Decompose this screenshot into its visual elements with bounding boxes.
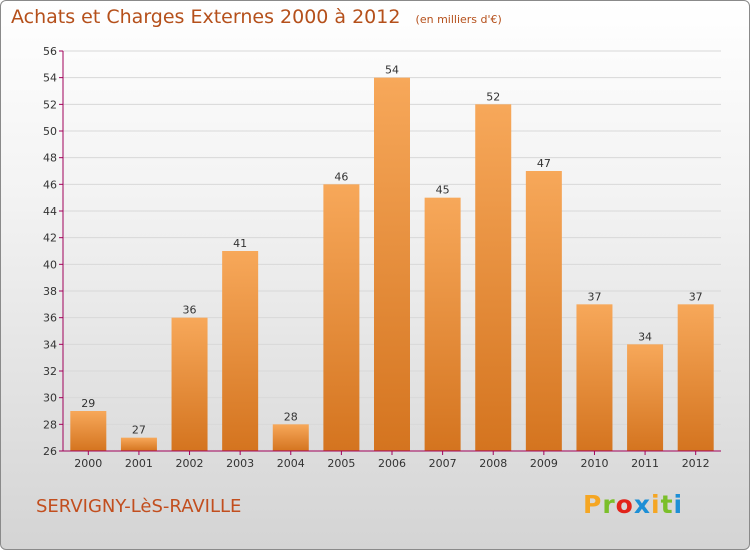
bar-value-label: 37 [587,290,601,303]
bar-value-label: 37 [689,290,703,303]
bar-value-label: 46 [334,170,348,183]
x-tick-label: 2007 [429,457,457,470]
y-tick-label: 28 [43,418,57,431]
x-tick-label: 2009 [530,457,558,470]
y-tick-label: 38 [43,285,57,298]
location-name: SERVIGNY-LèS-RAVILLE [36,496,242,517]
bar-value-label: 29 [81,397,95,410]
bar [677,304,714,451]
y-tick-label: 30 [43,392,57,405]
x-tick-label: 2010 [580,457,608,470]
bar [627,344,664,451]
bar [323,184,360,452]
bar [475,104,512,451]
y-tick-label: 40 [43,258,57,271]
x-tick-label: 2003 [226,457,254,470]
bar-value-label: 45 [436,184,450,197]
bar [70,411,107,451]
y-tick-label: 52 [43,98,57,111]
bar-value-label: 27 [132,424,146,437]
x-tick-label: 2005 [327,457,355,470]
bar-value-label: 36 [183,304,197,317]
y-tick-label: 50 [43,125,57,138]
bar-value-label: 41 [233,237,247,250]
bar-value-label: 52 [486,90,500,103]
chart-title-block: Achats et Charges Externes 2000 à 2012 (… [11,6,502,28]
x-tick-label: 2012 [682,457,710,470]
y-tick-label: 54 [43,72,57,85]
bar [171,317,208,451]
y-tick-label: 34 [43,338,57,351]
y-tick-label: 42 [43,232,57,245]
bar [272,424,309,451]
y-tick-label: 32 [43,365,57,378]
y-tick-label: 56 [43,45,57,58]
bar [424,197,461,451]
bar-value-label: 54 [385,64,399,77]
logo-letter: i [651,490,661,519]
logo-letter: r [602,490,616,519]
x-tick-label: 2000 [74,457,102,470]
y-tick-label: 48 [43,152,57,165]
labels: 26 28 30 32 34 36 38 40 42 44 46 48 50 52 54 56 29 2000 27… [43,45,710,470]
x-tick-label: 2002 [176,457,204,470]
logo-letter: o [615,490,634,519]
x-tick-label: 2011 [631,457,659,470]
bar-value-label: 28 [284,410,298,423]
x-tick-label: 2004 [277,457,305,470]
y-tick-label: 44 [43,205,57,218]
axes [59,50,721,455]
logo-letter: i [673,490,684,519]
bars [70,77,714,452]
x-tick-label: 2006 [378,457,406,470]
bar-value-label: 34 [638,330,652,343]
logo-letter: P [583,490,603,519]
proxiti-logo: Proxiti [583,490,683,519]
y-tick-label: 26 [43,445,57,458]
y-tick-label: 46 [43,178,57,191]
chart-unit: (en milliers d'€) [415,13,502,26]
bar [576,304,613,451]
bar [120,437,157,451]
chart-title: Achats et Charges Externes 2000 à 2012 [11,6,401,28]
x-tick-label: 2008 [479,457,507,470]
bar [222,251,259,451]
bar [525,171,562,451]
logo-letter: t [660,490,674,519]
logo-letter: x [633,490,651,519]
x-tick-label: 2001 [125,457,153,470]
bar-value-label: 47 [537,157,551,170]
y-tick-label: 36 [43,312,57,325]
bar [374,77,410,452]
